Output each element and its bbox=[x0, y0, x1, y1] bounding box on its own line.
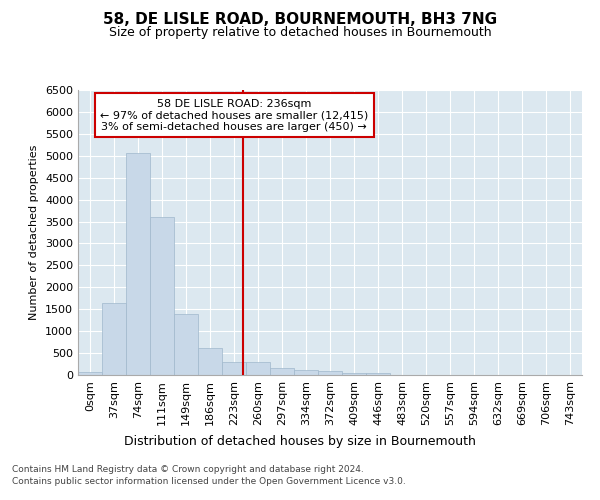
Bar bbox=[198, 348, 222, 375]
Bar bbox=[294, 370, 318, 375]
Bar bbox=[366, 373, 390, 375]
Text: Size of property relative to detached houses in Bournemouth: Size of property relative to detached ho… bbox=[109, 26, 491, 39]
Bar bbox=[222, 362, 246, 375]
Text: Distribution of detached houses by size in Bournemouth: Distribution of detached houses by size … bbox=[124, 435, 476, 448]
Text: 58, DE LISLE ROAD, BOURNEMOUTH, BH3 7NG: 58, DE LISLE ROAD, BOURNEMOUTH, BH3 7NG bbox=[103, 12, 497, 28]
Text: Contains public sector information licensed under the Open Government Licence v3: Contains public sector information licen… bbox=[12, 478, 406, 486]
Text: 58 DE LISLE ROAD: 236sqm
← 97% of detached houses are smaller (12,415)
3% of sem: 58 DE LISLE ROAD: 236sqm ← 97% of detach… bbox=[100, 98, 368, 132]
Text: Contains HM Land Registry data © Crown copyright and database right 2024.: Contains HM Land Registry data © Crown c… bbox=[12, 465, 364, 474]
Bar bbox=[78, 372, 102, 375]
Bar bbox=[246, 362, 270, 375]
Bar bbox=[318, 371, 342, 375]
Y-axis label: Number of detached properties: Number of detached properties bbox=[29, 145, 40, 320]
Bar bbox=[270, 368, 294, 375]
Bar bbox=[126, 153, 150, 375]
Bar bbox=[342, 372, 366, 375]
Bar bbox=[150, 217, 174, 375]
Bar bbox=[174, 314, 198, 375]
Bar bbox=[102, 302, 126, 375]
